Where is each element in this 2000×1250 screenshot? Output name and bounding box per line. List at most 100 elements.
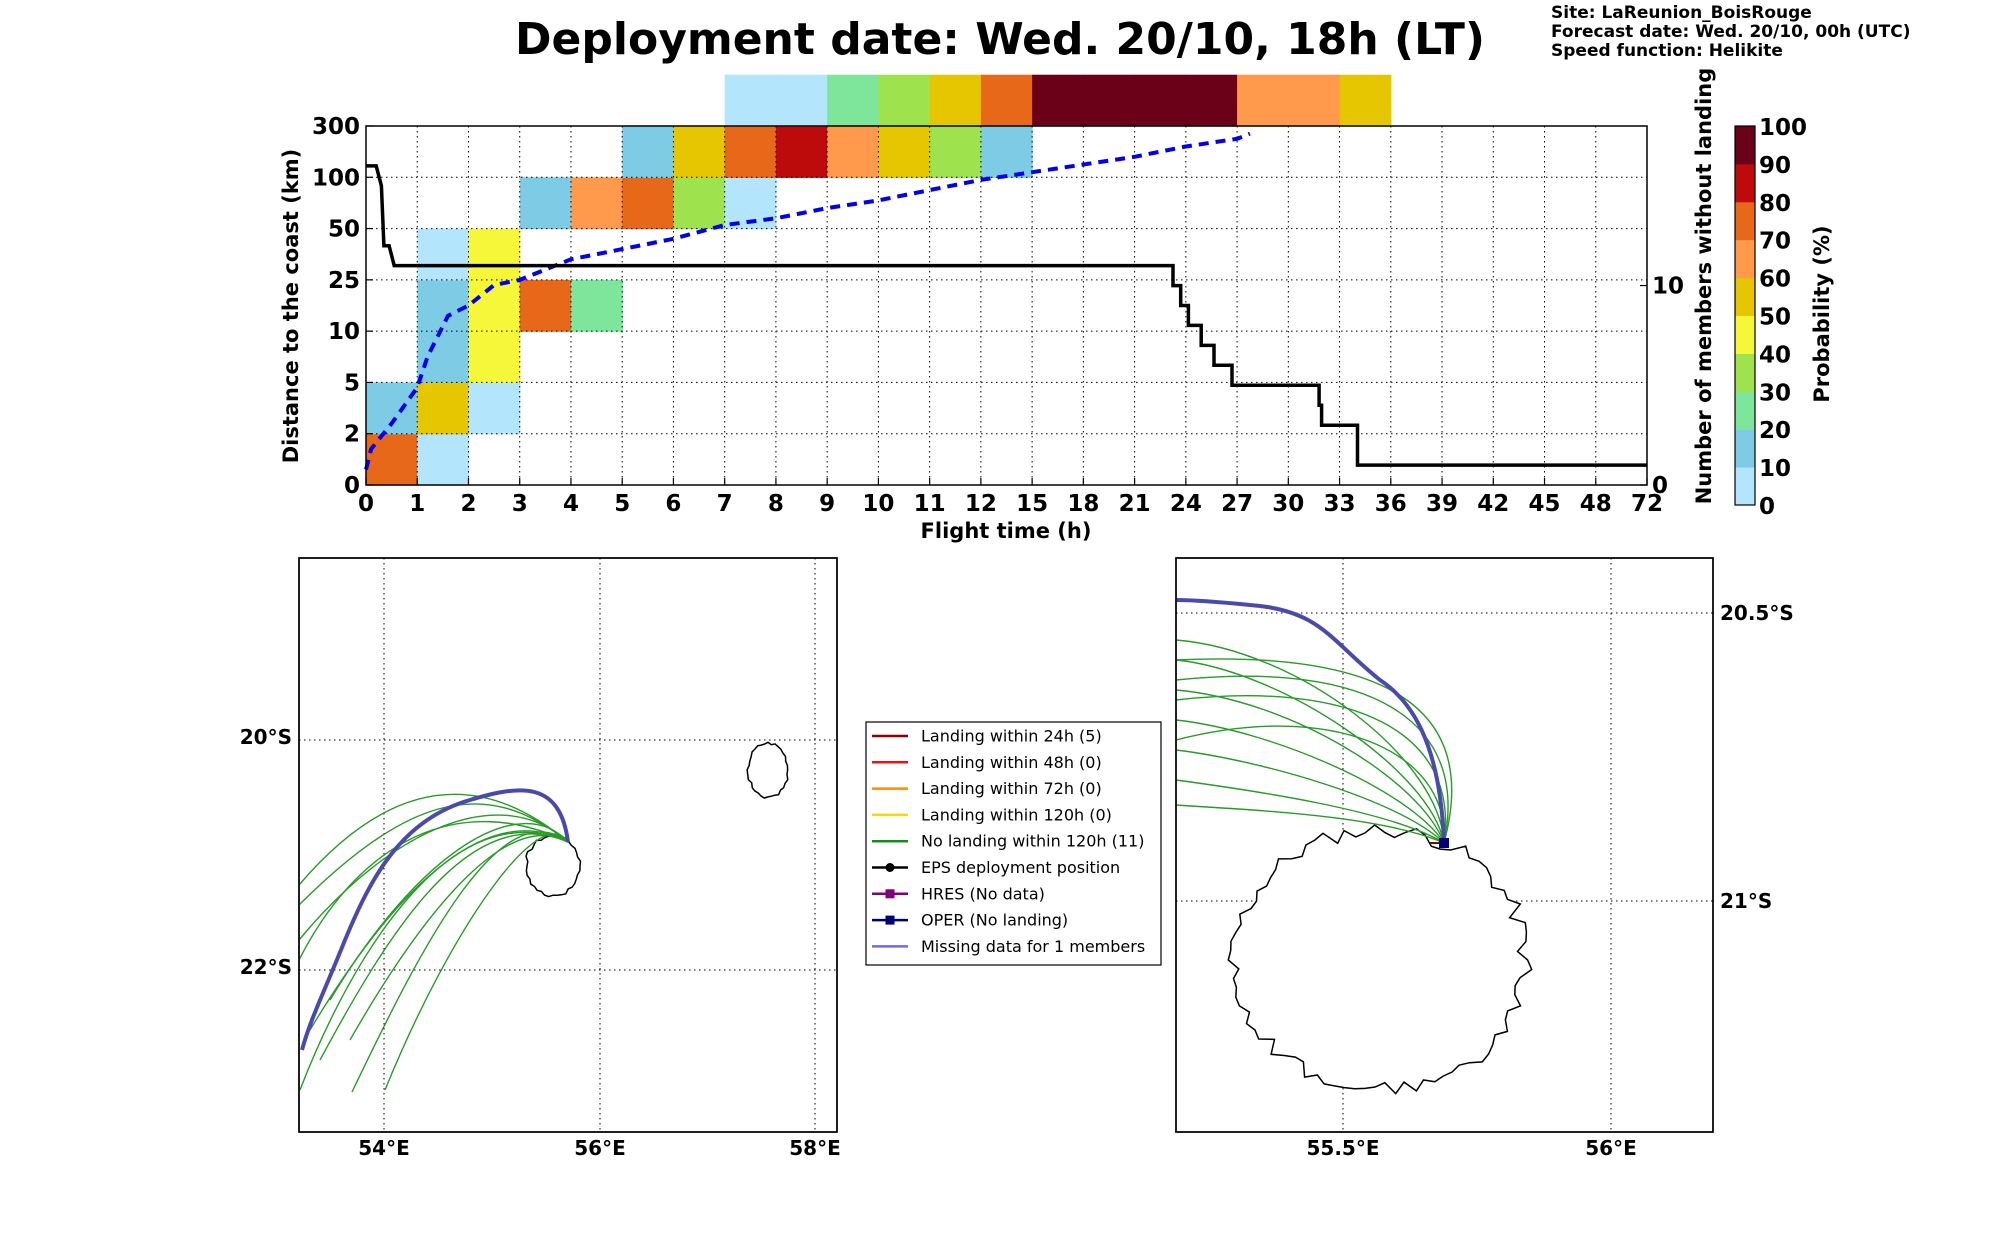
x-tick-label: 36 (1375, 491, 1407, 517)
heatmap-cell (1032, 74, 1084, 127)
eps-trajectory (1175, 689, 1445, 844)
heatmap-cell (1288, 74, 1341, 127)
right-map-lat-205: 20.5°S (1720, 601, 1794, 625)
x-tick-label: 10 (862, 491, 894, 517)
y-tick-label: 300 (312, 114, 360, 140)
left-map: 54°E 56°E 58°E 20°S 22°S (240, 557, 841, 1160)
colorbar-segment (1735, 467, 1755, 506)
x-tick-label: 15 (1016, 491, 1048, 517)
x-tick-label: 33 (1324, 491, 1356, 517)
x-tick-label: 9 (819, 491, 835, 517)
legend-label: No landing within 120h (11) (921, 832, 1144, 851)
eps-trajectory (1175, 719, 1445, 844)
x-tick-label: 39 (1426, 491, 1458, 517)
y-axis-label: Distance to the coast (km) (279, 149, 303, 464)
heatmap-cell (724, 126, 777, 178)
colorbar-tick-label: 60 (1759, 267, 1791, 293)
heatmap-cell (775, 126, 828, 178)
colorbar-segment (1735, 201, 1755, 241)
heatmap-cell (929, 126, 982, 178)
heatmap-cell (980, 74, 1033, 127)
heatmap-cell (673, 126, 726, 178)
x-tick-label: 18 (1067, 491, 1099, 517)
legend-box (865, 721, 1162, 966)
legend-marker (885, 863, 895, 872)
mauritius-island-outline (746, 741, 789, 799)
heatmap-cell (570, 279, 623, 332)
legend-item: Landing within 72h (0) (872, 779, 1102, 798)
map-legend: Landing within 24h (5) Landing within 48h… (865, 721, 1162, 966)
right-y-tick-label: 10 (1652, 274, 1684, 300)
legend-label: Landing within 72h (0) (921, 779, 1102, 798)
oper-trajectory (300, 788, 570, 1051)
colorbar-segment (1735, 239, 1755, 279)
forecast-date-label: Forecast date: Wed. 20/10, 00h (UTC) (1551, 22, 1911, 42)
x-tick-label: 2 (460, 491, 476, 517)
left-map-lon-54: 54°E (358, 1136, 410, 1160)
left-map-lon-56: 56°E (574, 1136, 626, 1160)
right-map: 55.5°E 56°E 20.5°S 21°S (1175, 557, 1794, 1160)
heatmap-cell (673, 177, 726, 230)
eps-trajectory (1175, 659, 1445, 844)
oper-trajectory (1175, 598, 1446, 844)
colorbar: 0 10 20 30 40 50 60 70 80 90 100 (1734, 115, 1807, 520)
legend-item: HRES (No data) (872, 884, 1045, 903)
colorbar-segment (1735, 126, 1755, 165)
colorbar-label: Probability (%) (1810, 225, 1834, 402)
y-tick-label: 2 (344, 422, 360, 448)
x-tick-label: 1 (409, 491, 425, 517)
heatmap-cell (878, 74, 931, 127)
heatmap-cell (622, 177, 675, 230)
eps-trajectory (298, 803, 569, 906)
right-map-lon-555: 55.5°E (1306, 1136, 1379, 1160)
left-map-border (298, 557, 838, 1133)
members-without-landing-line (366, 164, 1647, 467)
heatmap-ticks: 0 1 2 3 4 5 6 7 8 9 10 11 12 15 18 21 24 27 30 33 36 39 42 45 48… (312, 114, 1684, 517)
heatmap-cell (366, 382, 418, 435)
legend-item: No landing within 120h (11) (872, 832, 1144, 851)
heatmap-cell (827, 74, 879, 127)
x-tick-label: 0 (358, 491, 374, 517)
x-tick-label: 21 (1119, 491, 1151, 517)
heatmap-cell (417, 279, 470, 332)
forecast-info: Site: LaReunion_BoisRouge Forecast date:… (1551, 4, 1910, 61)
heatmap-cell (827, 126, 879, 178)
speed-function-label: Speed function: Helikite (1551, 41, 1783, 61)
legend-marker (885, 915, 895, 925)
left-map-lat-22: 22°S (240, 955, 292, 979)
right-map-content (1175, 558, 1713, 1132)
colorbar-segment (1735, 353, 1755, 392)
left-map-lon-58: 58°E (789, 1136, 841, 1160)
legend-label: Landing within 120h (0) (921, 805, 1112, 824)
legend-item: Landing within 24h (5) (872, 727, 1102, 746)
colorbar-segment (1735, 163, 1755, 203)
chart-title: Deployment date: Wed. 20/10, 18h (LT) (515, 14, 1485, 65)
y-tick-label: 50 (328, 217, 360, 243)
site-label: Site: LaReunion_BoisRouge (1551, 3, 1812, 23)
legend-item: Landing within 48h (0) (872, 753, 1102, 772)
heatmap-cell (468, 331, 521, 384)
heatmap-cell (980, 126, 1033, 178)
x-tick-label: 11 (914, 491, 946, 517)
colorbar-tick-label: 0 (1759, 494, 1775, 520)
colorbar-segment (1735, 429, 1755, 468)
heatmap-frame (365, 125, 1648, 486)
heatmap-cell (417, 331, 470, 384)
right-map-lat-21: 21°S (1720, 889, 1772, 913)
colorbar-tick-label: 70 (1759, 229, 1791, 255)
eps-trajectory (1175, 675, 1449, 844)
x-tick-label: 30 (1272, 491, 1304, 517)
legend-item: Landing within 120h (0) (872, 805, 1112, 824)
colorbar-tick-label: 40 (1759, 342, 1791, 368)
eps-trajectory (1175, 779, 1445, 844)
colorbar-segment (1735, 277, 1755, 316)
x-tick-label: 27 (1221, 491, 1253, 517)
eps-trajectory (298, 820, 569, 961)
heatmap-series (364, 131, 1647, 471)
x-tick-label: 5 (614, 491, 630, 517)
colorbar-frame (1734, 125, 1756, 506)
left-map-content (298, 558, 837, 1132)
right-map-border (1175, 557, 1714, 1133)
eps-trajectory (1175, 804, 1445, 844)
heatmap-cell (468, 279, 521, 332)
